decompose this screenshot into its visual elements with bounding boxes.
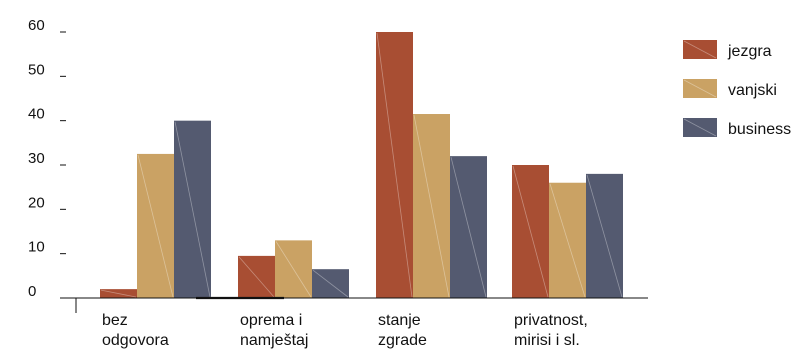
legend-swatch-sheen [683,79,717,98]
legend-item-vanjski: vanjski [683,79,777,99]
x-category-label: bez [102,312,128,329]
bar-sheen [512,165,549,298]
bar-sheen [376,32,413,298]
bar-fill [275,240,312,298]
legend-swatch [683,118,717,137]
bar-business [586,173,623,298]
x-category-label: namještaj [240,332,308,349]
legend-swatch [683,40,717,59]
bar-vanjski [549,182,586,298]
x-category-label: stanje [378,312,421,329]
bar-jezgra [376,32,413,298]
bar-sheen [100,289,137,298]
x-category-label: mirisi i sl. [514,332,580,349]
bars [100,32,623,299]
legend-label: jezgra [727,43,772,60]
y-tick-label: 20 [28,194,45,211]
x-category-label: zgrade [378,332,427,349]
legend-item-jezgra: jezgra [683,40,772,60]
bar-fill [586,173,623,298]
bar-vanjski [137,153,174,298]
axes [66,296,648,313]
legend-item-business: business [683,118,791,138]
bar-sheen [238,256,275,298]
y-axis-ticks: 0 10 20 30 40 50 60 [28,17,66,300]
bar-sheen [549,183,586,298]
legend-swatch-sheen [683,118,717,137]
bar-fill [413,114,450,299]
bar-sheen [137,154,174,298]
y-tick-label: 50 [28,61,45,78]
bar-fill [238,255,275,298]
x-category-label: privatnost, [514,312,588,329]
y-tick-label: 40 [28,106,45,123]
bar-fill [174,120,211,299]
bar-vanjski [275,240,312,298]
bar-fill [137,153,174,298]
bar-fill [512,165,549,298]
bar-fill [376,32,413,298]
x-category-label: odgovora [102,332,169,349]
x-axis-labels: bez odgovora oprema i namještaj stanje zgrade… [102,312,588,349]
legend-label: vanjski [728,82,777,99]
bar-sheen [450,157,487,298]
bar-fill [312,269,349,298]
legend: jezgra vanjski business [683,40,791,138]
bar-sheen [275,241,312,298]
bar-sheen [174,121,211,298]
bar-vanjski [413,114,450,299]
bar-fill [100,289,137,298]
x-category-label: oprema i [240,312,302,329]
bar-fill [549,182,586,298]
bar-jezgra [512,165,549,298]
legend-label: business [728,121,791,138]
bar-business [312,269,349,298]
bar-business [174,120,211,299]
y-tick-label: 10 [28,239,45,256]
legend-swatch-sheen [683,40,717,59]
bar-jezgra [238,255,275,298]
bar-business [450,156,487,298]
y-tick-label: 30 [28,150,45,167]
bar-sheen [312,269,349,298]
legend-swatch [683,79,717,98]
bar-sheen [413,114,450,298]
bar-sheen [586,174,623,298]
bar-fill [450,156,487,298]
y-tick-label: 60 [28,17,45,34]
bar-jezgra [100,289,137,298]
y-tick-label: 0 [28,283,36,300]
